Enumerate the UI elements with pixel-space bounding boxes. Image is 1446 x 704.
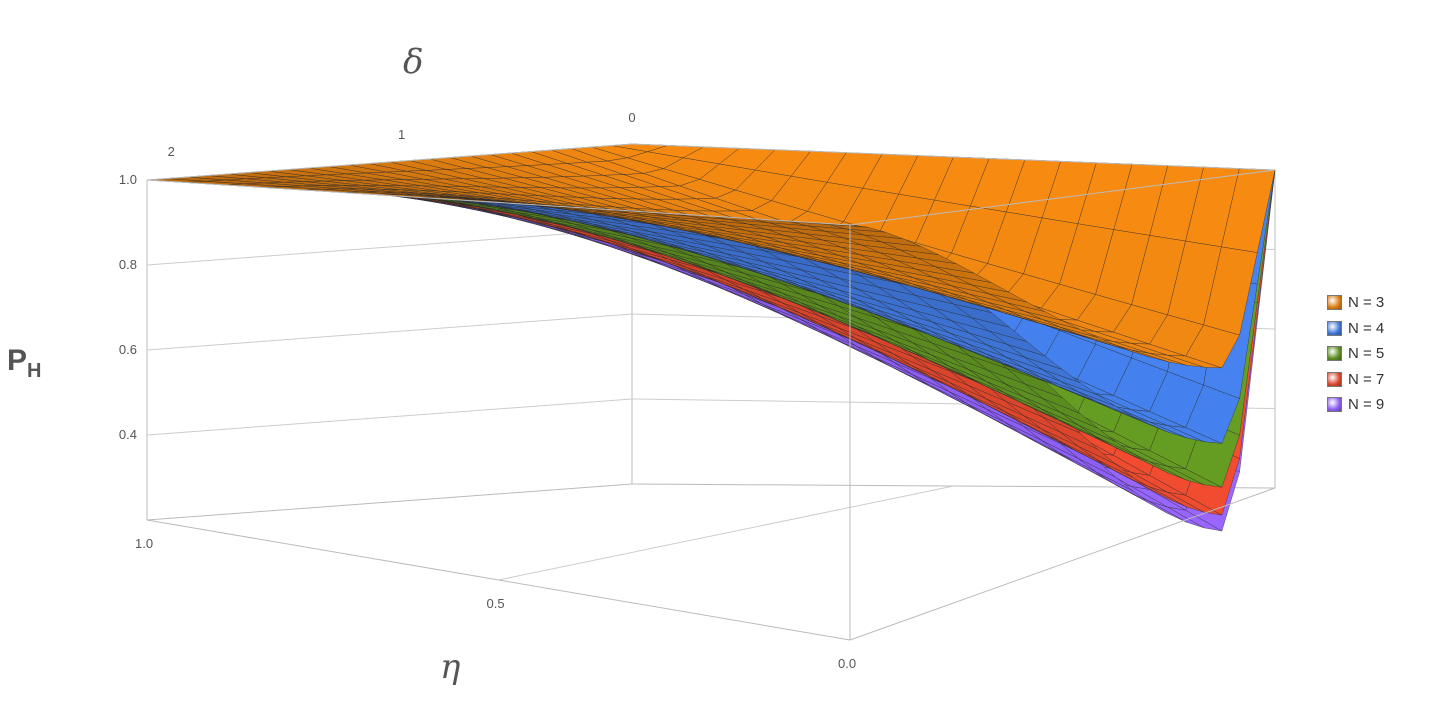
legend-label: N = 9 (1348, 396, 1385, 414)
box-edge (146, 483, 633, 521)
legend-swatch (1327, 346, 1342, 362)
surface-n3 (146, 143, 1276, 369)
legend-label: N = 4 (1348, 319, 1385, 337)
box-edge (631, 143, 1276, 171)
delta-tick-label: 1 (398, 127, 405, 142)
eta-tick-label: 0.0 (838, 656, 856, 671)
box-edge (849, 169, 1276, 226)
legend-item: N = 5 (1327, 341, 1384, 367)
z-tick-label: 0.6 (119, 342, 137, 357)
z-axis-title-main: P (7, 344, 27, 377)
surfaces (146, 143, 1276, 532)
z-tick-label: 0.4 (119, 427, 137, 442)
gridline (498, 485, 954, 581)
legend-swatch (1327, 371, 1342, 387)
delta-tick-label: 0 (628, 110, 635, 125)
plot-box-front (146, 143, 1276, 641)
legend-item: N = 7 (1327, 367, 1384, 393)
legend-label: N = 3 (1348, 294, 1385, 312)
z-tick-label: 0.8 (119, 257, 137, 272)
eta-tick-label: 0.5 (487, 596, 505, 611)
legend-label: N = 5 (1348, 345, 1385, 363)
z-axis-title: PH (7, 344, 41, 382)
delta-axis-title: δ (403, 42, 423, 82)
legend-swatch (1327, 320, 1342, 336)
z-axis-title-sub: H (27, 360, 41, 382)
gridline (146, 398, 633, 436)
box-edge (146, 519, 851, 641)
legend-item: N = 3 (1327, 290, 1384, 316)
eta-tick-label: 1.0 (135, 536, 153, 551)
legend-label: N = 7 (1348, 370, 1385, 388)
legend-swatch (1327, 397, 1342, 413)
box-edge (146, 143, 633, 181)
z-tick-label: 1.0 (119, 172, 137, 187)
legend-swatch (1327, 295, 1342, 311)
legend-item: N = 9 (1327, 392, 1384, 418)
delta-tick-label: 2 (168, 144, 175, 159)
tick-labels: 2 1 0 1.0 0.5 0.0 1.0 0.8 0.6 0.4 (119, 110, 856, 671)
box-edge (849, 487, 1276, 641)
eta-axis-title: η (440, 647, 461, 687)
gridline (146, 228, 633, 266)
legend-item: N = 4 (1327, 316, 1384, 342)
legend: N = 3 N = 4 N = 5 N = 7 N = 9 (1327, 290, 1384, 418)
gridline (146, 313, 633, 351)
box-edge (146, 179, 851, 226)
